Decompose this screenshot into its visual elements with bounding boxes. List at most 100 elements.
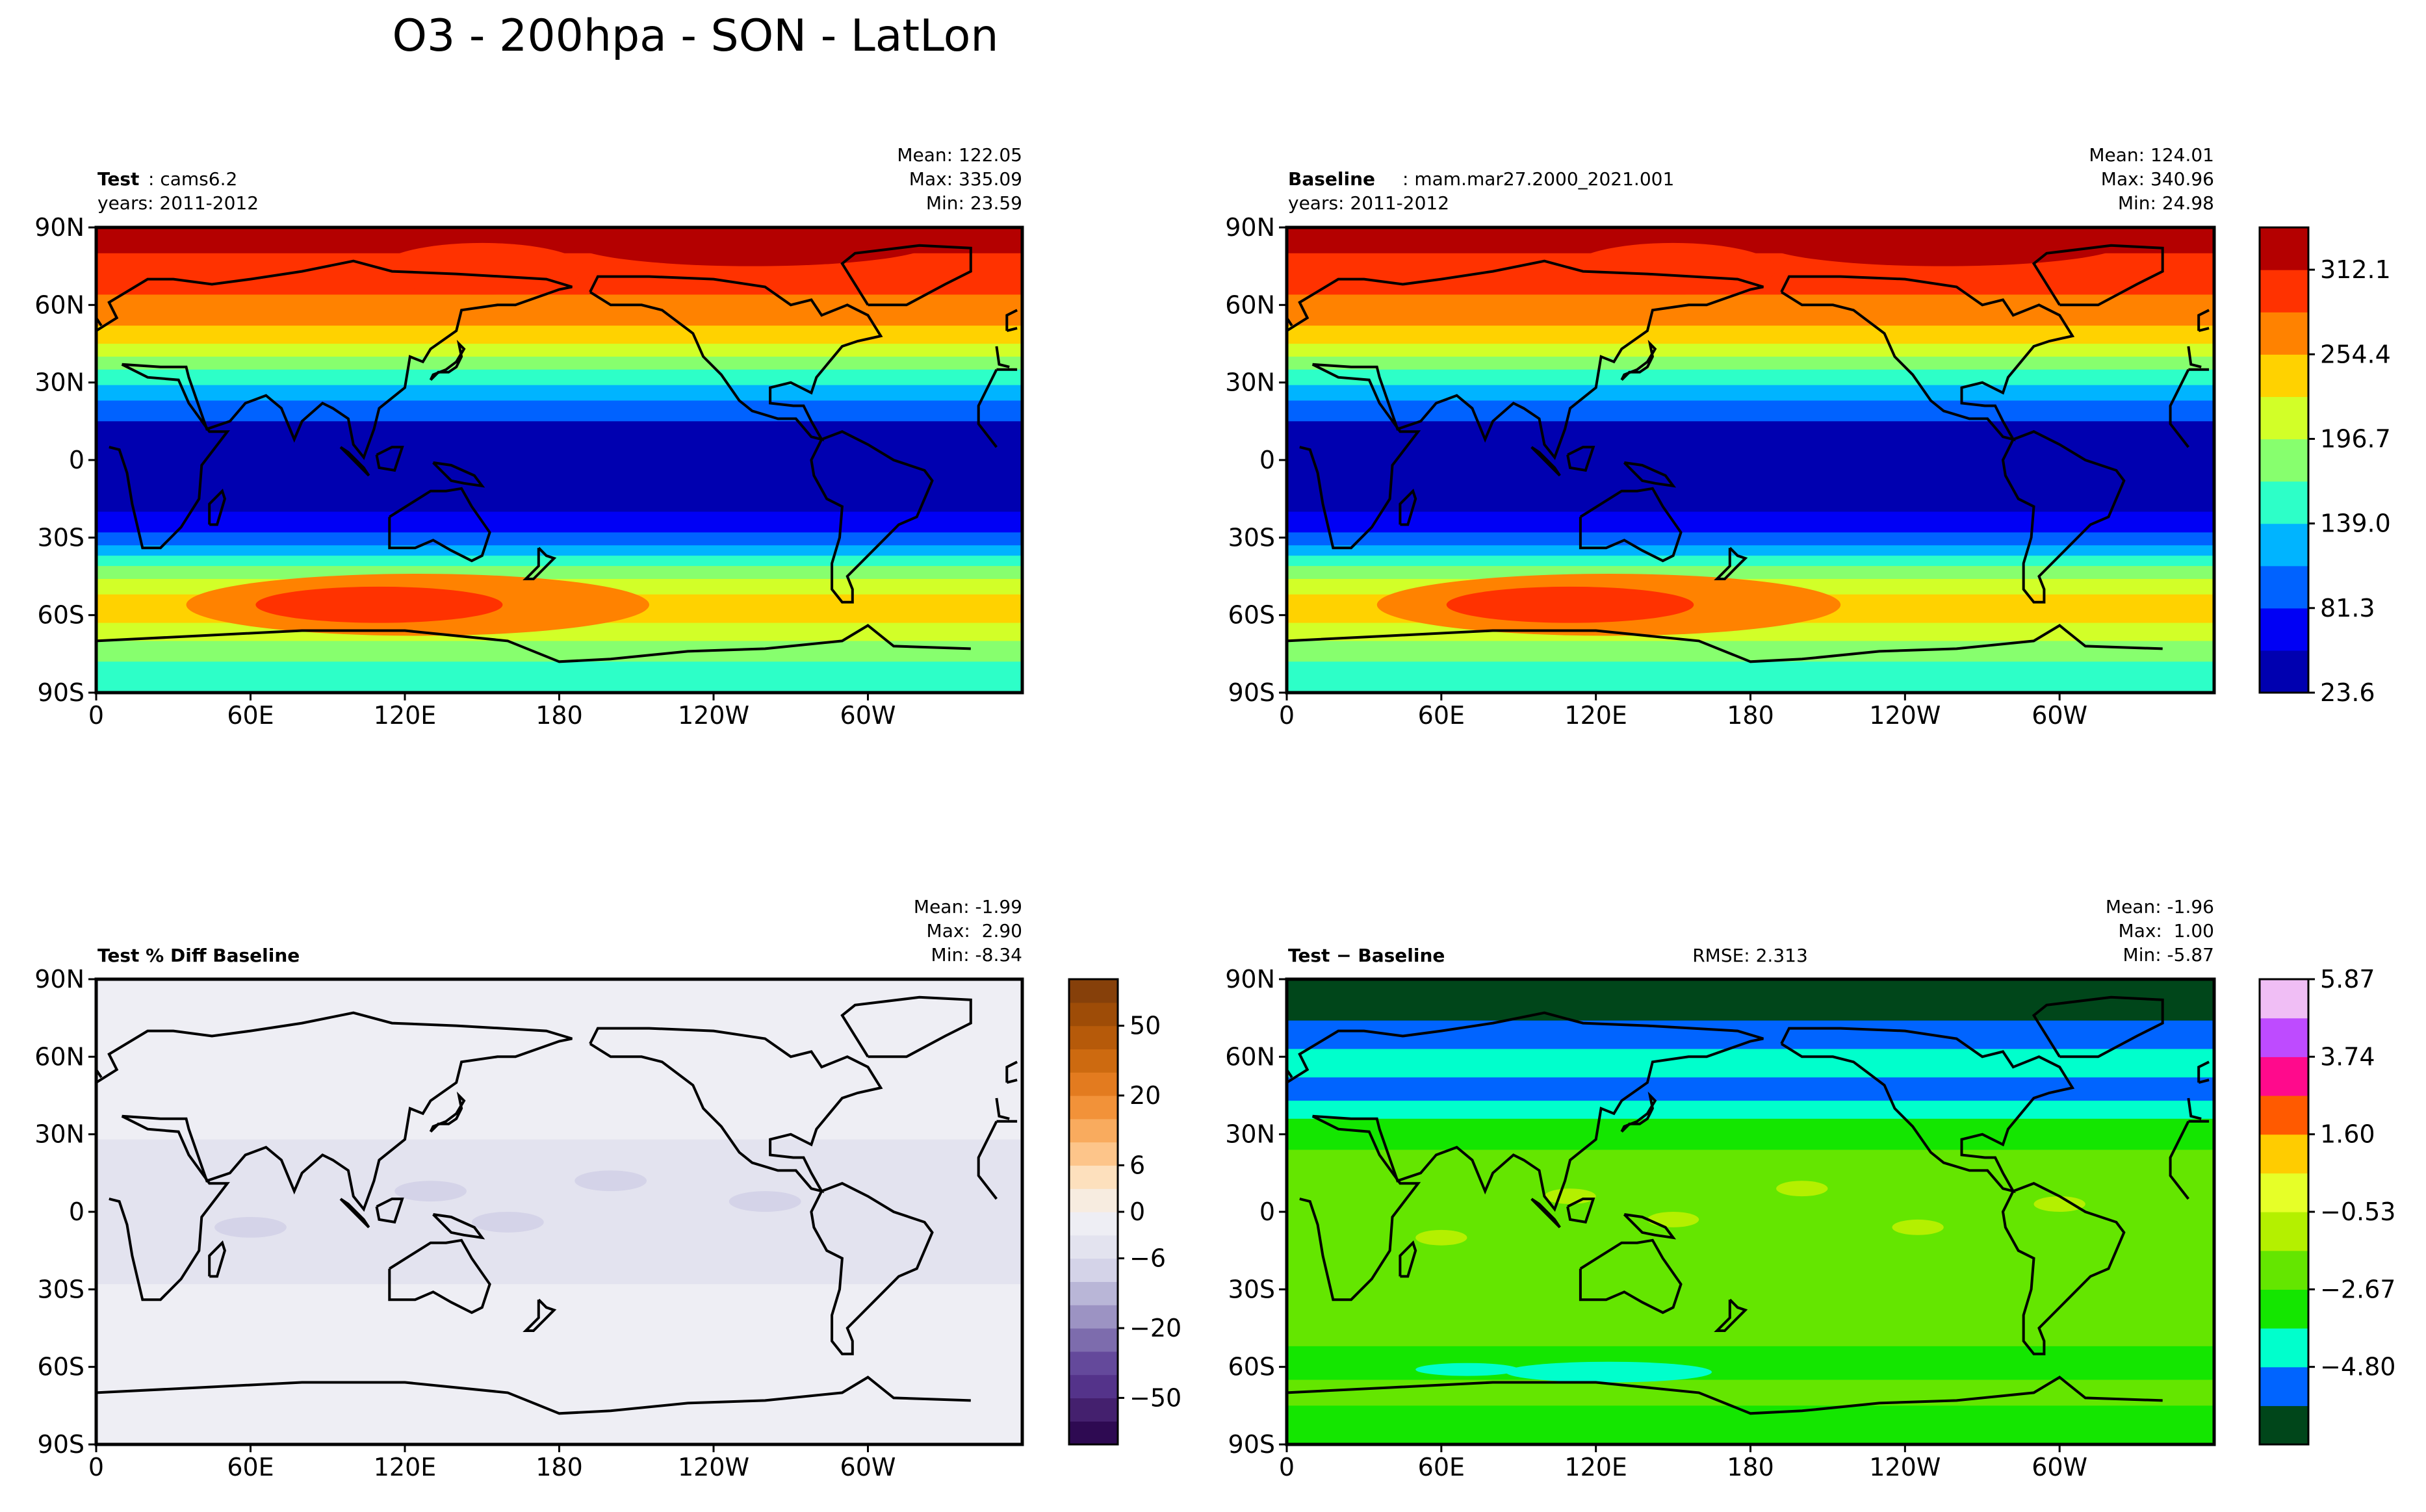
- colorbar-swatch: [2260, 396, 2308, 440]
- panel-baseline-stat-max: Max: 340.96: [2101, 168, 2214, 190]
- colorbar-swatch: [2260, 312, 2308, 355]
- coastline: [375, 446, 404, 472]
- coastline: [388, 487, 491, 563]
- panel-baseline-stat-min: Min: 24.98: [2118, 192, 2214, 214]
- field-band: [1287, 400, 2214, 422]
- field-band: [96, 356, 1022, 370]
- field-band: [96, 1284, 1022, 1444]
- panel-diff-rmse: RMSE: 2.313: [1692, 945, 1808, 966]
- x-tick-label: 60E: [1418, 701, 1465, 730]
- field-band: [96, 369, 1022, 386]
- y-tick-label: 90N: [1225, 965, 1275, 993]
- x-tick-label: 60W: [2032, 701, 2087, 730]
- field-band: [96, 641, 1022, 662]
- field-band: [1287, 511, 2214, 533]
- y-tick-label: 60S: [1228, 601, 1275, 630]
- field-band: [1287, 545, 2214, 556]
- y-tick-label: 0: [69, 446, 84, 474]
- field-sh-max-inner: [255, 586, 503, 623]
- coastline: [2001, 430, 2126, 604]
- y-tick-label: 60S: [38, 1353, 84, 1381]
- y-tick-label: 30N: [1225, 1120, 1275, 1149]
- field-diff-speck: [394, 1181, 467, 1202]
- panel-diff-stat-max: Max: 1.00: [2119, 920, 2214, 942]
- field-band: [1287, 1049, 2214, 1078]
- y-tick-label: 90S: [1228, 1430, 1275, 1459]
- coastline: [208, 488, 226, 526]
- field-diff-speck: [2033, 1196, 2085, 1212]
- colorbar-swatch: [1069, 1165, 1118, 1189]
- field-band: [96, 294, 1022, 326]
- y-tick-label: 30S: [1228, 523, 1275, 552]
- panel-pct-diff-axes: 0 60E 120E 180 120W 60W 90N 60N 30N 0 30S 60S 90S: [34, 965, 896, 1481]
- coastline: [1530, 446, 1561, 477]
- colorbar-swatch: [2260, 481, 2308, 524]
- field-diff-speck: [1892, 1219, 1944, 1235]
- x-tick-label: 120W: [678, 1453, 749, 1481]
- colorbar-tick-label: 5.87: [2320, 965, 2375, 993]
- x-tick-label: 180: [1727, 1453, 1774, 1481]
- panel-test-field: [96, 227, 1022, 693]
- field-band: [1287, 1100, 2214, 1120]
- y-tick-label: 60N: [34, 290, 84, 319]
- x-tick-label: 120E: [1564, 701, 1627, 730]
- colorbar-swatch: [1069, 1002, 1118, 1027]
- figure-title: O3 - 200hpa - SON - LatLon: [393, 10, 999, 62]
- colorbar-swatch: [1069, 1374, 1118, 1398]
- panel-test-label-bold: Test: [97, 168, 139, 190]
- colorbar-tick-label: 196.7: [2320, 424, 2391, 453]
- y-tick-label: 90S: [38, 1430, 84, 1459]
- colorbar-swatch: [1069, 1049, 1118, 1073]
- colorbar-tick-label: 254.4: [2320, 340, 2391, 368]
- coastline: [96, 1011, 1010, 1212]
- field-diff-speck: [214, 1216, 287, 1238]
- field-sh-max-inner: [1446, 586, 1694, 623]
- colorbar-tick-label: 0: [1129, 1198, 1145, 1226]
- panel-pct-diff: Test % Diff Baseline Mean: -1.99 Max: 2.…: [34, 896, 1181, 1481]
- coastline: [523, 546, 557, 580]
- y-tick-label: 60N: [1225, 1042, 1275, 1071]
- y-tick-label: 30N: [34, 1120, 84, 1149]
- coastline: [432, 461, 485, 488]
- x-tick-label: 180: [536, 1453, 583, 1481]
- coastline: [1780, 1027, 2075, 1194]
- field-band: [1287, 326, 2214, 344]
- coastline: [1623, 1213, 1677, 1240]
- y-tick-label: 90N: [1225, 213, 1275, 242]
- colorbar-swatch: [2260, 1173, 2308, 1212]
- coastline: [109, 1115, 1018, 1301]
- field-diff-speck: [729, 1191, 801, 1212]
- field-band: [96, 511, 1022, 533]
- colorbar-swatch: [2260, 1057, 2308, 1096]
- panel-diff-label: Test − Baseline: [1288, 945, 1445, 966]
- field-tropical-min: [96, 429, 688, 502]
- coastline: [96, 259, 1010, 461]
- colorbar-swatch: [2260, 608, 2308, 651]
- y-tick-label: 0: [1259, 1198, 1275, 1226]
- field-band: [96, 385, 1022, 402]
- colorbar-swatch: [1069, 1188, 1118, 1212]
- panel-baseline-label-bold: Baseline: [1288, 168, 1375, 190]
- colorbar-swatch: [2260, 1018, 2308, 1057]
- panel-pct-diff-coastlines: [96, 995, 1018, 1415]
- panel-diff-field: [1287, 979, 2214, 1444]
- coastline: [2001, 1182, 2126, 1355]
- panel-baseline-years: years: 2011-2012: [1288, 192, 1449, 214]
- colorbar-tick-label: −4.80: [2320, 1353, 2395, 1381]
- colorbar-swatch: [1069, 1258, 1118, 1282]
- panel-diff: Test − Baseline RMSE: 2.313 Mean: -1.96 …: [1225, 896, 2395, 1481]
- coastline: [388, 1238, 491, 1314]
- panel-diff-stat-mean: Mean: -1.96: [2106, 896, 2214, 917]
- panel-pct-diff-field: [96, 979, 1022, 1444]
- colorbar-swatch: [1069, 1025, 1118, 1049]
- x-tick-label: 60E: [1418, 1453, 1465, 1481]
- colorbar-swatch: [2260, 1366, 2308, 1406]
- panel-baseline-axes: 0 60E 120E 180 120W 60W 90N 60N 30N 0 30S 60S 90S: [1225, 213, 2087, 730]
- x-tick-label: 60W: [840, 1453, 896, 1481]
- field-band: [1287, 1077, 2214, 1101]
- colorbar-swatch: [2260, 1289, 2308, 1329]
- coastline: [429, 1091, 466, 1133]
- x-tick-label: 0: [88, 1453, 104, 1481]
- field-band: [96, 326, 1022, 344]
